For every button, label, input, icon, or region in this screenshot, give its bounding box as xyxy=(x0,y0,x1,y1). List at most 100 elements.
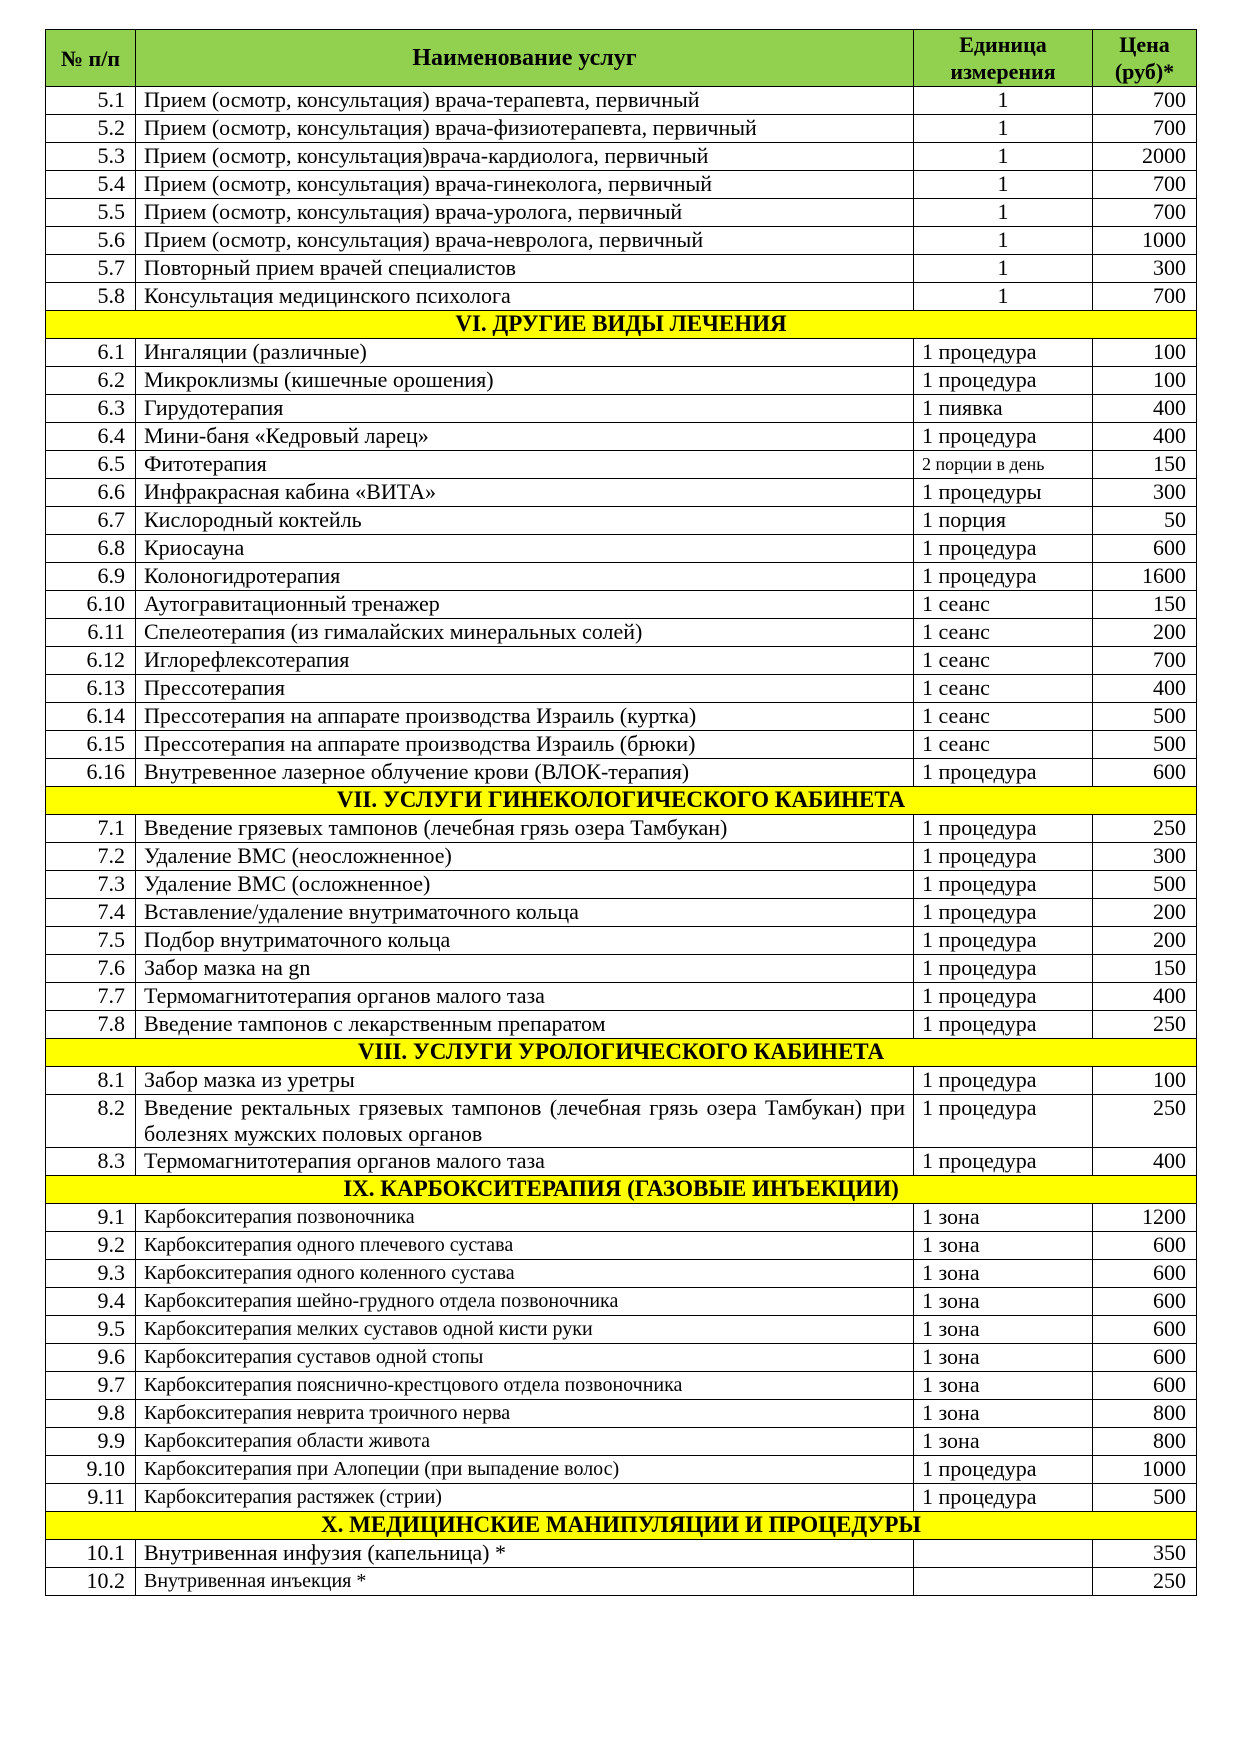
price: 150 xyxy=(1092,590,1197,619)
unit: 1 зона xyxy=(913,1371,1093,1400)
unit: 2 порции в день xyxy=(913,450,1093,479)
price: 300 xyxy=(1092,478,1197,507)
service-name: Прием (осмотр, консультация) врача-терап… xyxy=(135,86,914,115)
service-name: Карбокситерапия пояснично-крестцового от… xyxy=(135,1371,914,1400)
row-number: 6.3 xyxy=(45,394,136,423)
table-row: 6.1 Ингаляции (различные) 1 процедура 100 xyxy=(45,338,1197,367)
row-number: 7.8 xyxy=(45,1010,136,1039)
service-name: Карбокситерапия суставов одной стопы xyxy=(135,1343,914,1372)
service-name: Криосауна xyxy=(135,534,914,563)
service-name: Прием (осмотр, консультация) врача-невро… xyxy=(135,226,914,255)
section-title: X. МЕДИЦИНСКИЕ МАНИПУЛЯЦИИ И ПРОЦЕДУРЫ xyxy=(45,1511,1197,1540)
unit: 1 xyxy=(913,114,1093,143)
service-name: Внутривенная инфузия (капельница) * xyxy=(135,1539,914,1568)
table-row: 5.4 Прием (осмотр, консультация) врача-ги… xyxy=(45,170,1197,199)
unit: 1 сеанс xyxy=(913,674,1093,703)
service-name: Аутогравитационный тренажер xyxy=(135,590,914,619)
section-header: VII. УСЛУГИ ГИНЕКОЛОГИЧЕСКОГО КАБИНЕТА xyxy=(45,786,1197,815)
table-row: 7.7 Термомагнитотерапия органов малого та… xyxy=(45,982,1197,1011)
row-number: 9.11 xyxy=(45,1483,136,1512)
unit: 1 процедура xyxy=(913,366,1093,395)
price: 250 xyxy=(1092,1010,1197,1039)
service-name: Карбокситерапия при Алопеции (при выпаде… xyxy=(135,1455,914,1484)
service-name: Внутревенное лазерное облучение крови (В… xyxy=(135,758,914,787)
service-name: Карбокситерапия одного плечевого сустава xyxy=(135,1231,914,1260)
price: 200 xyxy=(1092,618,1197,647)
price: 300 xyxy=(1092,842,1197,871)
row-number: 5.5 xyxy=(45,198,136,227)
price: 400 xyxy=(1092,1147,1197,1176)
service-name: Кислородный коктейль xyxy=(135,506,914,535)
header-name: Наименование услуг xyxy=(135,29,914,87)
table-row: 7.1 Введение грязевых тампонов (лечебная … xyxy=(45,814,1197,843)
table-row: 5.6 Прием (осмотр, консультация) врача-не… xyxy=(45,226,1197,255)
table-row: 7.2 Удаление ВМС (неосложненное) 1 процеду… xyxy=(45,842,1197,871)
service-name: Гирудотерапия xyxy=(135,394,914,423)
unit: 1 зона xyxy=(913,1315,1093,1344)
table-row: 6.5 Фитотерапия 2 порции в день 150 xyxy=(45,450,1197,479)
service-name: Фитотерапия xyxy=(135,450,914,479)
service-name: Карбокситерапия мелких суставов одной ки… xyxy=(135,1315,914,1344)
service-name: Удаление ВМС (осложненное) xyxy=(135,870,914,899)
row-number: 8.1 xyxy=(45,1066,136,1095)
header-price: Цена (руб)* xyxy=(1092,29,1197,87)
row-number: 9.7 xyxy=(45,1371,136,1400)
section-header: IX. КАРБОКСИТЕРАПИЯ (ГАЗОВЫЕ ИНЪЕКЦИИ) xyxy=(45,1175,1197,1204)
price: 400 xyxy=(1092,394,1197,423)
row-number: 6.14 xyxy=(45,702,136,731)
table-row: 10.2 Внутривенная инъекция * 250 xyxy=(45,1567,1197,1596)
row-number: 5.6 xyxy=(45,226,136,255)
service-name: Прием (осмотр, консультация) врача-гинек… xyxy=(135,170,914,199)
table-row: 6.6 Инфракрасная кабина «ВИТА» 1 процедуры… xyxy=(45,478,1197,507)
table-row: 9.6 Карбокситерапия суставов одной стопы 1… xyxy=(45,1343,1197,1372)
unit: 1 зона xyxy=(913,1259,1093,1288)
price: 400 xyxy=(1092,422,1197,451)
price: 50 xyxy=(1092,506,1197,535)
unit: 1 процедура xyxy=(913,422,1093,451)
service-name: Мини-баня «Кедровый ларец» xyxy=(135,422,914,451)
row-number: 6.13 xyxy=(45,674,136,703)
row-number: 9.5 xyxy=(45,1315,136,1344)
unit: 1 процедура xyxy=(913,1010,1093,1039)
row-number: 7.2 xyxy=(45,842,136,871)
table-row: 6.7 Кислородный коктейль 1 порция 50 xyxy=(45,506,1197,535)
table-row: 7.6 Забор мазка на gn 1 процедура 150 xyxy=(45,954,1197,983)
row-number: 5.7 xyxy=(45,254,136,283)
service-name: Вставление/удаление внутриматочного коль… xyxy=(135,898,914,927)
unit: 1 процедура xyxy=(913,926,1093,955)
price: 250 xyxy=(1092,1094,1197,1148)
row-number: 6.10 xyxy=(45,590,136,619)
table-row: 6.9 Колоногидротерапия 1 процедура 1600 xyxy=(45,562,1197,591)
table-row: 6.8 Криосауна 1 процедура 600 xyxy=(45,534,1197,563)
table-row: 6.14 Прессотерапия на аппарате производст… xyxy=(45,702,1197,731)
price: 800 xyxy=(1092,1427,1197,1456)
row-number: 9.2 xyxy=(45,1231,136,1260)
unit: 1 xyxy=(913,282,1093,311)
table-row: 9.7 Карбокситерапия пояснично-крестцового… xyxy=(45,1371,1197,1400)
price: 500 xyxy=(1092,1483,1197,1512)
table-row: 5.2 Прием (осмотр, консультация) врача-фи… xyxy=(45,114,1197,143)
table-row: 9.11 Карбокситерапия растяжек (стрии) 1 пр… xyxy=(45,1483,1197,1512)
row-number: 6.5 xyxy=(45,450,136,479)
price: 600 xyxy=(1092,1343,1197,1372)
unit: 1 процедура xyxy=(913,982,1093,1011)
unit: 1 xyxy=(913,226,1093,255)
unit: 1 процедуры xyxy=(913,478,1093,507)
table-row: 5.3 Прием (осмотр, консультация)врача-кар… xyxy=(45,142,1197,171)
row-number: 9.9 xyxy=(45,1427,136,1456)
table-row: 6.4 Мини-баня «Кедровый ларец» 1 процедура… xyxy=(45,422,1197,451)
price: 600 xyxy=(1092,1371,1197,1400)
price: 200 xyxy=(1092,898,1197,927)
price: 2000 xyxy=(1092,142,1197,171)
table-header: № п/п Наименование услуг Единица измерен… xyxy=(45,29,1197,87)
service-name: Внутривенная инъекция * xyxy=(135,1567,914,1596)
service-name: Прессотерапия на аппарате производства И… xyxy=(135,702,914,731)
service-name: Прием (осмотр, консультация) врача-уроло… xyxy=(135,198,914,227)
row-number: 7.1 xyxy=(45,814,136,843)
table-row: 9.1 Карбокситерапия позвоночника 1 зона 120… xyxy=(45,1203,1197,1232)
service-name: Введение ректальных грязевых тампонов (л… xyxy=(135,1094,914,1148)
unit: 1 процедура xyxy=(913,842,1093,871)
unit: 1 сеанс xyxy=(913,730,1093,759)
price: 100 xyxy=(1092,366,1197,395)
row-number: 9.3 xyxy=(45,1259,136,1288)
